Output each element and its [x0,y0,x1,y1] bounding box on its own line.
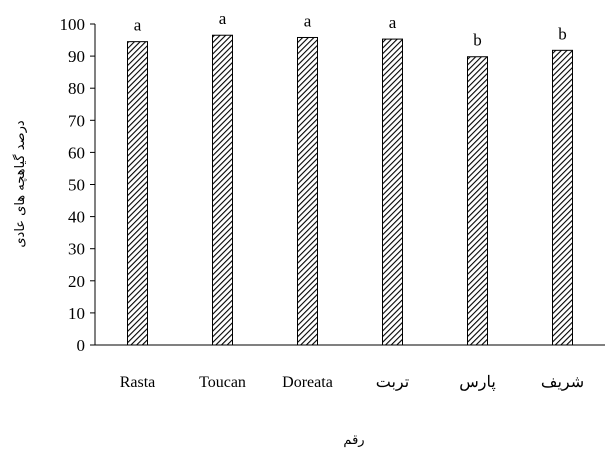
y-axis-title: درصد گیاهچه های عادی [12,120,28,248]
category-label: پارس [459,374,496,391]
significance-letter: a [134,16,142,35]
y-tick-label: 30 [68,240,85,259]
category-label: Rasta [120,374,156,391]
bar [127,41,148,346]
y-tick-label: 40 [68,208,85,227]
y-tick-label: 60 [68,143,85,162]
y-tick-label: 90 [68,47,85,66]
y-tick-label: 80 [68,79,85,98]
significance-letter: a [219,9,227,28]
significance-letter: b [558,24,567,43]
category-label: تربت [376,374,409,391]
y-tick-label: 70 [68,111,85,130]
bar [552,49,573,346]
bar [467,56,488,346]
bar [212,34,233,346]
significance-letter: a [304,11,312,30]
significance-letter: b [473,31,482,50]
category-label: شریف [541,374,584,391]
x-axis: Rasta Toucan Doreata تربت پارس شریف [95,344,605,391]
bar [297,36,318,346]
y-tick-label: 50 [68,176,85,195]
bar [382,38,403,346]
y-tick-label: 100 [60,15,86,34]
category-label: Doreata [282,374,333,391]
y-tick-label: 20 [68,272,85,291]
significance-letter: a [389,13,397,32]
x-axis-title: رقم [343,433,364,448]
y-tick-label: 10 [68,304,85,323]
y-axis: 0 10 20 30 40 50 60 70 80 90 100 [60,15,96,355]
y-tick-label: 0 [77,336,86,355]
category-label: Toucan [199,374,246,391]
bars-group: a a a a b b [127,9,573,346]
